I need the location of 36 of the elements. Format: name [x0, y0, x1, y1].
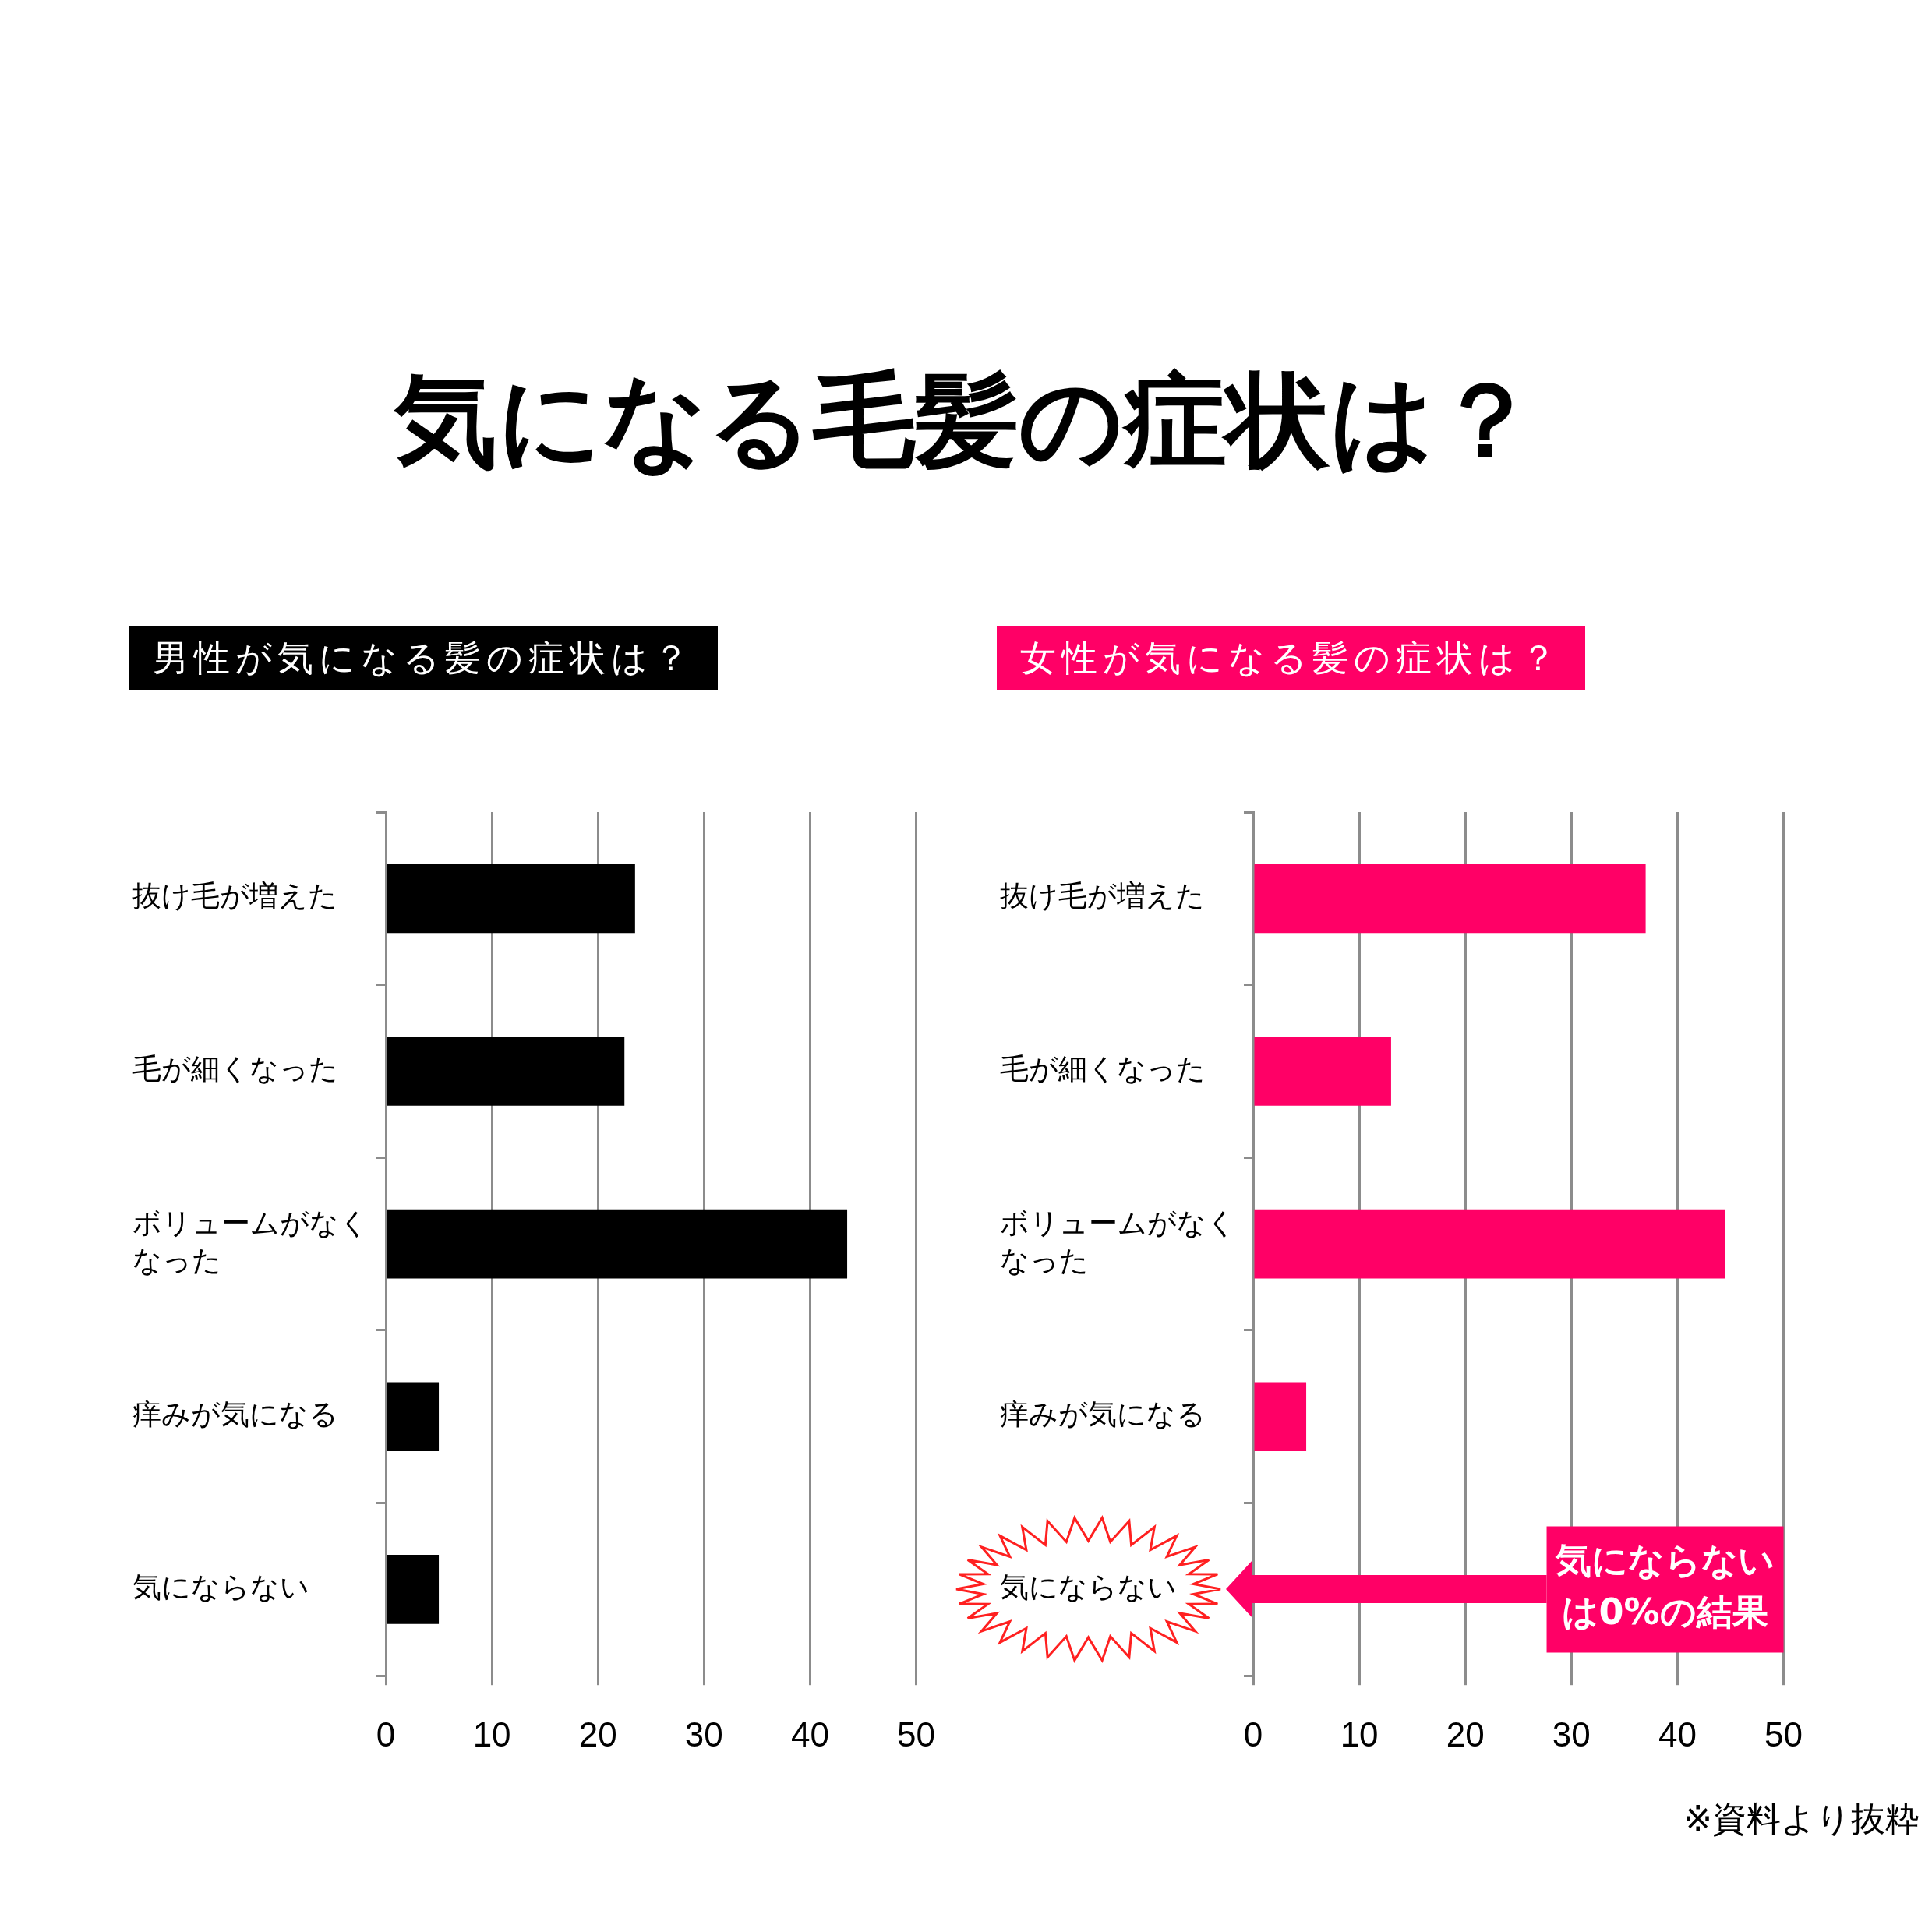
x-tick-label: 10: [1340, 1715, 1379, 1754]
x-tick-label: 30: [684, 1715, 723, 1754]
x-tick-label: 50: [897, 1715, 936, 1754]
x-tick-label: 40: [790, 1715, 829, 1754]
y-tick-label: 気にならない: [132, 1570, 309, 1604]
x-tick-label: 50: [1764, 1715, 1803, 1754]
bar: [1254, 864, 1646, 934]
bar: [1254, 1382, 1307, 1452]
x-tick-label: 20: [578, 1715, 617, 1754]
y-tick-label: ボリュームがなくなった: [132, 1206, 369, 1277]
y-tick-label: 気にならない: [1000, 1570, 1177, 1604]
bar: [387, 1382, 440, 1452]
text: ※資料より抜粋: [1683, 1799, 1920, 1840]
x-tick-label: 10: [472, 1715, 511, 1754]
y-tick-label: 抜け毛が増えた: [132, 879, 337, 913]
bar: [387, 864, 635, 934]
chart-subtitle: 女性が気になる髪の症状は？: [997, 626, 1585, 690]
y-tick-label: 抜け毛が増えた: [1000, 879, 1205, 913]
bar: [387, 1555, 440, 1624]
y-tick-label: ボリュームがなくなった: [1000, 1206, 1236, 1277]
bar: [387, 1209, 848, 1279]
chart-subtitle: 男性が気になる髪の症状は？: [129, 626, 718, 690]
bar: [1254, 1037, 1391, 1106]
bar: [387, 1037, 625, 1106]
x-tick-label: 0: [376, 1715, 396, 1754]
chart-title: 気になる毛髪の症状は？: [392, 359, 1538, 482]
x-tick-label: 0: [1243, 1715, 1263, 1754]
x-tick-label: 40: [1658, 1715, 1697, 1754]
x-tick-label: 20: [1446, 1715, 1485, 1754]
annotation: 気にならないは0%の結果: [1555, 1539, 1775, 1634]
bar: [1254, 1209, 1725, 1279]
y-tick-label: 痒みが気になる: [1000, 1397, 1206, 1432]
y-tick-label: 毛が細くなった: [1000, 1052, 1206, 1086]
y-tick-label: 毛が細くなった: [132, 1052, 338, 1086]
y-tick-label: 痒みが気になる: [132, 1397, 338, 1432]
x-tick-label: 30: [1552, 1715, 1591, 1754]
